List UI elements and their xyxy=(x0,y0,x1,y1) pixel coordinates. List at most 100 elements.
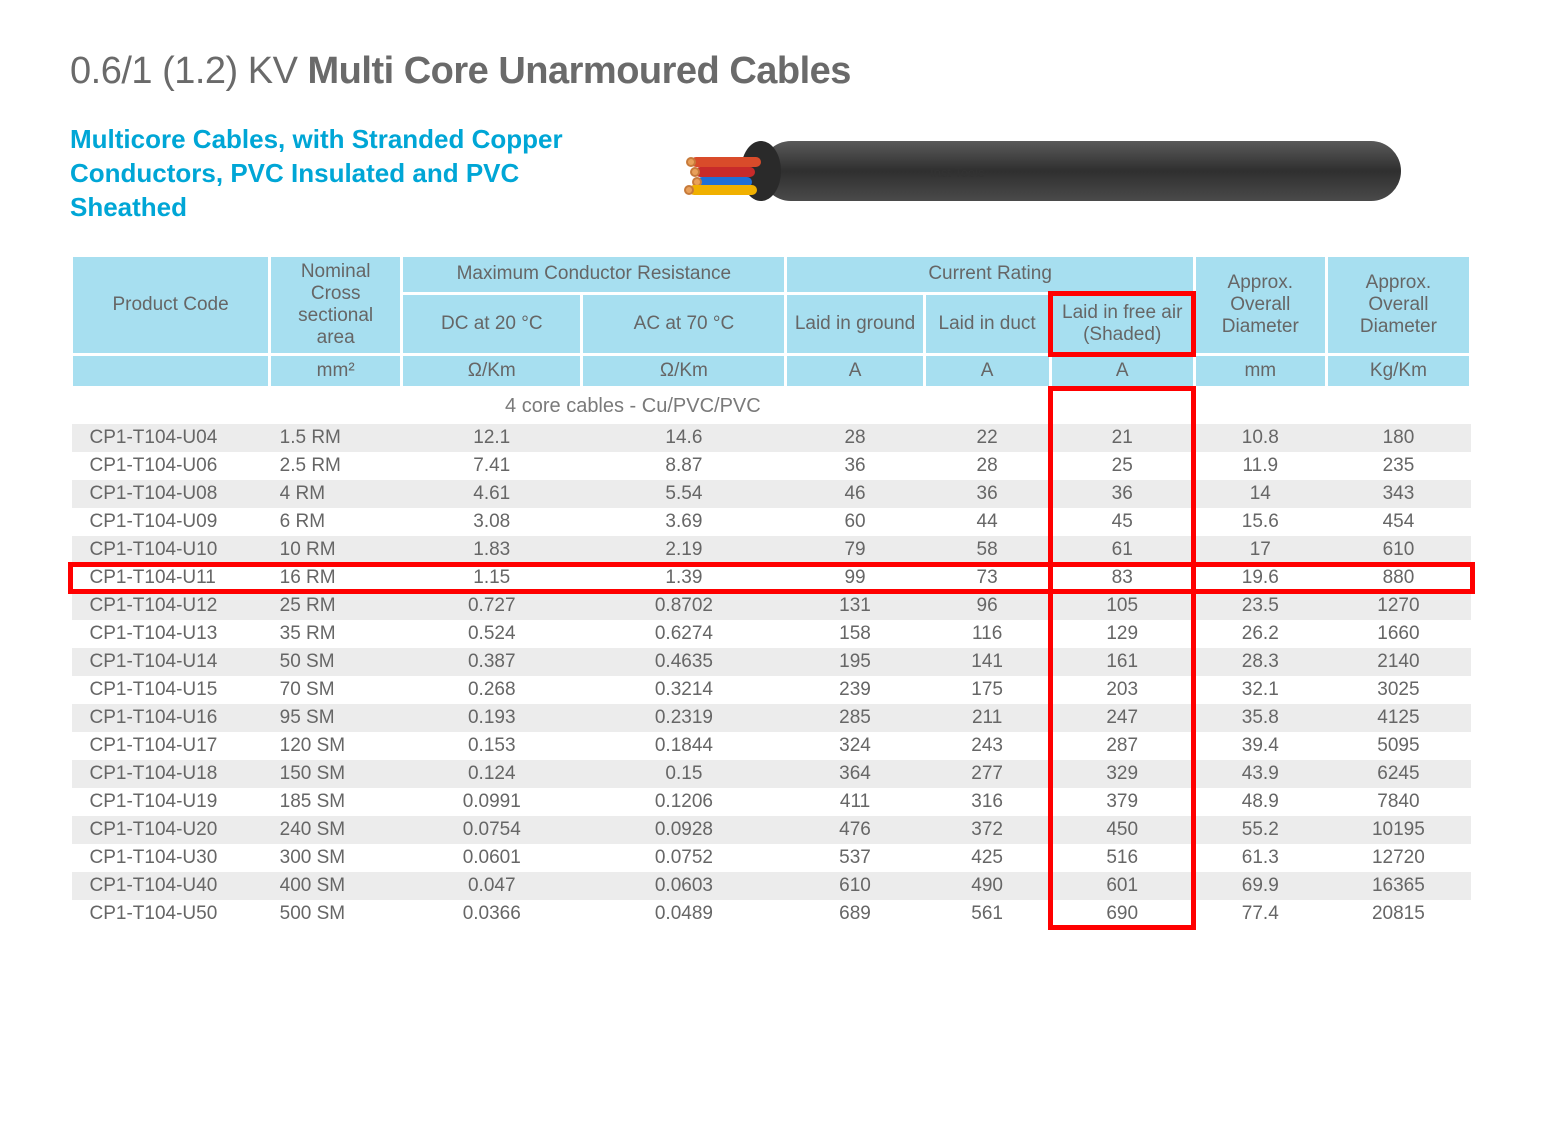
cell-code: CP1-T104-U40 xyxy=(72,872,270,900)
cell-wt: 3025 xyxy=(1326,676,1470,704)
cell-air: 450 xyxy=(1050,816,1194,844)
cell-dc20: 0.387 xyxy=(402,648,582,676)
table-row: CP1-T104-U1116 RM1.151.3999738319.6880 xyxy=(72,564,1471,592)
cell-dc20: 0.0754 xyxy=(402,816,582,844)
cell-air: 61 xyxy=(1050,536,1194,564)
cell-dia: 69.9 xyxy=(1194,872,1326,900)
cell-air: 516 xyxy=(1050,844,1194,872)
table-row: CP1-T104-U40400 SM0.0470.060361049060169… xyxy=(72,872,1471,900)
cell-area: 2.5 RM xyxy=(270,452,402,480)
cell-dc20: 0.0991 xyxy=(402,788,582,816)
cell-duct: 561 xyxy=(924,900,1050,928)
cell-dia: 19.6 xyxy=(1194,564,1326,592)
cell-dia: 43.9 xyxy=(1194,760,1326,788)
cell-area: 6 RM xyxy=(270,508,402,536)
table-row: CP1-T104-U19185 SM0.09910.12064113163794… xyxy=(72,788,1471,816)
page-title: 0.6/1 (1.2) KV Multi Core Unarmoured Cab… xyxy=(70,50,1472,93)
cell-dc20: 0.153 xyxy=(402,732,582,760)
cell-code: CP1-T104-U50 xyxy=(72,900,270,928)
th-group-resistance: Maximum Conductor Resistance xyxy=(402,256,786,293)
cell-ground: 364 xyxy=(786,760,924,788)
cell-dia: 61.3 xyxy=(1194,844,1326,872)
cell-dc20: 1.83 xyxy=(402,536,582,564)
title-bold: Multi Core Unarmoured Cables xyxy=(308,50,851,92)
cell-wt: 454 xyxy=(1326,508,1470,536)
cell-dc20: 12.1 xyxy=(402,424,582,452)
cell-wt: 180 xyxy=(1326,424,1470,452)
cell-code: CP1-T104-U13 xyxy=(72,620,270,648)
cell-dc20: 0.0366 xyxy=(402,900,582,928)
cell-area: 95 SM xyxy=(270,704,402,732)
cell-area: 16 RM xyxy=(270,564,402,592)
cell-area: 120 SM xyxy=(270,732,402,760)
th-area: Nominal Cross sectional area xyxy=(270,256,402,355)
cell-wt: 5095 xyxy=(1326,732,1470,760)
cell-duct: 277 xyxy=(924,760,1050,788)
cell-duct: 44 xyxy=(924,508,1050,536)
unit-dia: mm xyxy=(1194,355,1326,388)
cell-dia: 17 xyxy=(1194,536,1326,564)
subtitle: Multicore Cables, with Stranded Copper C… xyxy=(70,123,590,224)
table-row: CP1-T104-U1010 RM1.832.1979586117610 xyxy=(72,536,1471,564)
cell-dc20: 0.0601 xyxy=(402,844,582,872)
cell-ac70: 3.69 xyxy=(582,508,786,536)
cell-ac70: 0.0603 xyxy=(582,872,786,900)
table-row: CP1-T104-U1225 RM0.7270.87021319610523.5… xyxy=(72,592,1471,620)
cell-duct: 141 xyxy=(924,648,1050,676)
cell-ac70: 8.87 xyxy=(582,452,786,480)
cell-air: 36 xyxy=(1050,480,1194,508)
cell-dia: 55.2 xyxy=(1194,816,1326,844)
cell-ac70: 0.0752 xyxy=(582,844,786,872)
cell-ground: 476 xyxy=(786,816,924,844)
cell-ac70: 0.0928 xyxy=(582,816,786,844)
cell-duct: 73 xyxy=(924,564,1050,592)
cell-ac70: 2.19 xyxy=(582,536,786,564)
cell-code: CP1-T104-U14 xyxy=(72,648,270,676)
cell-dc20: 1.15 xyxy=(402,564,582,592)
cell-code: CP1-T104-U15 xyxy=(72,676,270,704)
cell-duct: 96 xyxy=(924,592,1050,620)
cell-dia: 35.8 xyxy=(1194,704,1326,732)
cell-air: 287 xyxy=(1050,732,1194,760)
cell-ac70: 0.4635 xyxy=(582,648,786,676)
cell-ac70: 14.6 xyxy=(582,424,786,452)
cell-dia: 48.9 xyxy=(1194,788,1326,816)
cell-duct: 211 xyxy=(924,704,1050,732)
cell-ground: 239 xyxy=(786,676,924,704)
th-group-current: Current Rating xyxy=(786,256,1194,293)
cell-wt: 880 xyxy=(1326,564,1470,592)
cell-ground: 60 xyxy=(786,508,924,536)
cell-air: 379 xyxy=(1050,788,1194,816)
cell-duct: 425 xyxy=(924,844,1050,872)
cell-wt: 7840 xyxy=(1326,788,1470,816)
cell-dia: 15.6 xyxy=(1194,508,1326,536)
cell-code: CP1-T104-U16 xyxy=(72,704,270,732)
table-row: CP1-T104-U062.5 RM7.418.8736282511.9235 xyxy=(72,452,1471,480)
cell-area: 4 RM xyxy=(270,480,402,508)
unit-code xyxy=(72,355,270,388)
table-row: CP1-T104-U50500 SM0.03660.04896895616907… xyxy=(72,900,1471,928)
cell-duct: 316 xyxy=(924,788,1050,816)
cell-area: 50 SM xyxy=(270,648,402,676)
cell-area: 300 SM xyxy=(270,844,402,872)
cell-duct: 372 xyxy=(924,816,1050,844)
table-row: CP1-T104-U20240 SM0.07540.09284763724505… xyxy=(72,816,1471,844)
cell-ac70: 0.8702 xyxy=(582,592,786,620)
cell-ground: 46 xyxy=(786,480,924,508)
cell-dc20: 0.047 xyxy=(402,872,582,900)
cell-duct: 175 xyxy=(924,676,1050,704)
cell-dc20: 3.08 xyxy=(402,508,582,536)
th-air: Laid in free air (Shaded) xyxy=(1050,293,1194,355)
cell-dia: 28.3 xyxy=(1194,648,1326,676)
cell-ground: 79 xyxy=(786,536,924,564)
th-ground: Laid in ground xyxy=(786,293,924,355)
th-weight: Approx. Overall Diameter xyxy=(1326,256,1470,355)
table-row: CP1-T104-U18150 SM0.1240.1536427732943.9… xyxy=(72,760,1471,788)
cell-air: 161 xyxy=(1050,648,1194,676)
cell-dia: 10.8 xyxy=(1194,424,1326,452)
cell-wt: 12720 xyxy=(1326,844,1470,872)
watermark: Inst Tools xyxy=(930,165,985,180)
cell-area: 1.5 RM xyxy=(270,424,402,452)
cell-code: CP1-T104-U18 xyxy=(72,760,270,788)
cell-wt: 10195 xyxy=(1326,816,1470,844)
